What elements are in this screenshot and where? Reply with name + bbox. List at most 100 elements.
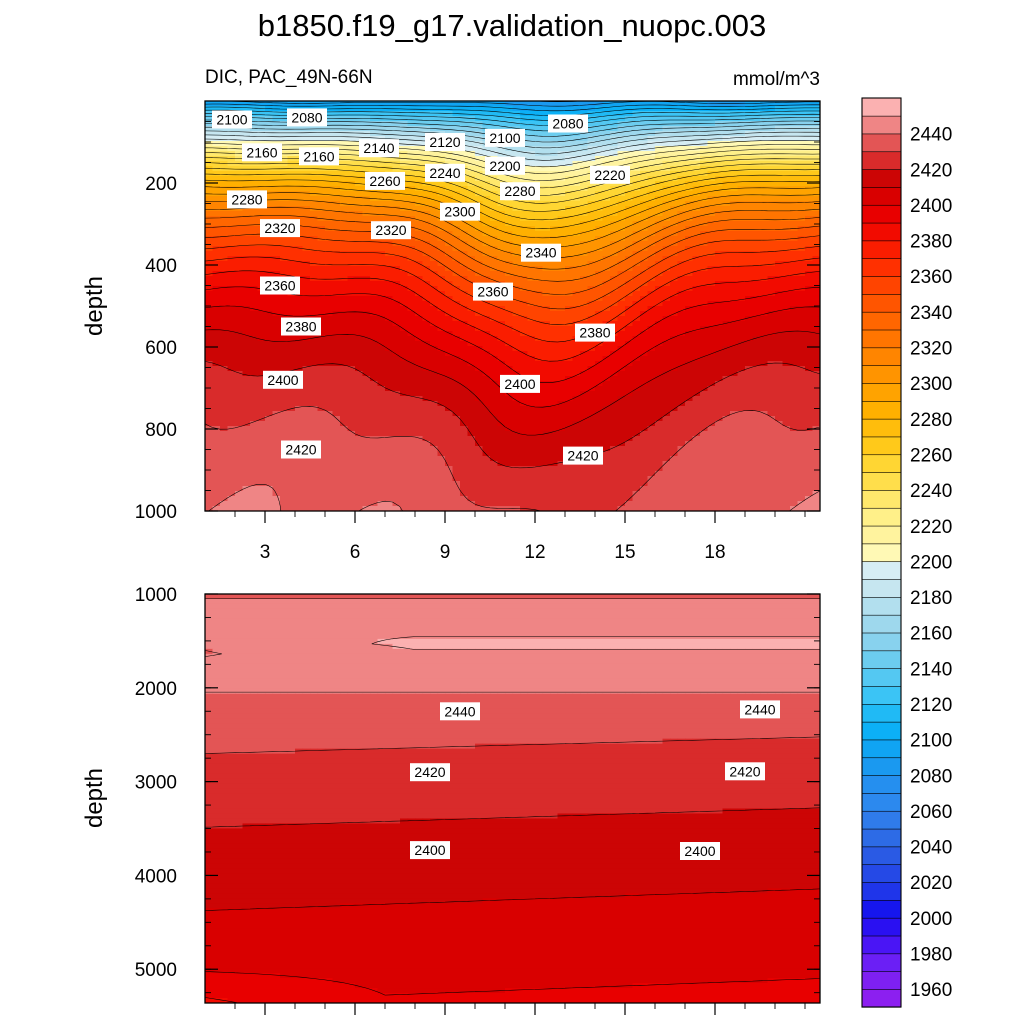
contour-cell: [407, 161, 416, 167]
contour-cell: [400, 391, 409, 397]
contour-cell: [595, 196, 604, 202]
contour-cell: [422, 291, 431, 297]
contour-cell: [610, 361, 619, 367]
contour-cell: [805, 256, 814, 262]
contour-cell: [497, 311, 506, 317]
contour-cell: [535, 236, 544, 242]
contour-cell: [430, 121, 439, 127]
contour-cell: [362, 376, 371, 382]
contour-cell: [370, 191, 379, 197]
contour-cell: [362, 201, 371, 207]
contour-cell: [422, 396, 431, 402]
contour-cell: [287, 146, 296, 152]
contour-cell: [227, 161, 236, 167]
contour-cell: [467, 251, 476, 257]
contour-cell: [362, 246, 371, 252]
contour-cell: [482, 401, 491, 407]
contour-cell: [265, 116, 274, 122]
contour-cell: [295, 181, 304, 187]
contour-cell: [775, 366, 784, 372]
contour-cell: [542, 206, 551, 212]
contour-cell: [385, 351, 394, 357]
contour-cell: [257, 211, 266, 217]
contour-cell: [317, 256, 326, 262]
contour-cell: [610, 366, 619, 372]
contour-cell: [805, 341, 814, 347]
contour-cell: [677, 151, 686, 157]
contour-cell: [587, 291, 596, 297]
contour-cell: [325, 201, 334, 207]
contour-cell: [760, 341, 769, 347]
contour-cell: [797, 266, 806, 272]
contour-cell: [415, 226, 424, 232]
contour-cell: [617, 291, 626, 297]
contour-cell: [782, 351, 791, 357]
contour-cell: [632, 346, 641, 352]
contour-cell: [557, 196, 566, 202]
contour-cell: [790, 231, 799, 237]
contour-cell: [677, 131, 686, 137]
contour-cell: [632, 396, 641, 402]
contour-cell: [595, 341, 604, 347]
contour-cell: [752, 246, 761, 252]
contour-cell: [490, 196, 499, 202]
contour-cell: [692, 236, 701, 242]
contour-cell: [715, 231, 724, 237]
contour-cell: [775, 261, 784, 267]
contour-cell: [340, 316, 349, 322]
contour-cell: [512, 216, 521, 222]
contour-cell: [422, 221, 431, 227]
contour-cell: [250, 171, 259, 177]
contour-cell: [542, 336, 551, 342]
contour-cell: [752, 346, 761, 352]
contour-cell: [595, 116, 604, 122]
contour-cell: [535, 266, 544, 272]
contour-cell: [647, 266, 656, 272]
contour-cell: [685, 316, 694, 322]
contour-cell: [550, 176, 559, 182]
contour-cell: [257, 206, 266, 212]
contour-cell: [272, 216, 281, 222]
contour-cell: [632, 106, 641, 112]
contour-cell: [662, 231, 671, 237]
contour-cell: [452, 241, 461, 247]
contour-cell: [257, 306, 266, 312]
contour-cell: [482, 256, 491, 262]
contour-cell: [355, 316, 364, 322]
contour-cell: [415, 221, 424, 227]
contour-cell: [700, 191, 709, 197]
contour-cell: [790, 106, 799, 112]
contour-cell: [257, 101, 266, 107]
contour-cell: [685, 321, 694, 327]
contour-cell: [715, 121, 724, 127]
contour-cell: [790, 211, 799, 217]
contour-cell: [355, 156, 364, 162]
contour-cell: [572, 216, 581, 222]
contour-cell: [265, 256, 274, 262]
contour-cell: [662, 361, 671, 367]
contour-cell: [482, 316, 491, 322]
contour-cell: [235, 156, 244, 162]
contour-cell: [722, 366, 731, 372]
contour-cell: [670, 296, 679, 302]
contour-cell: [295, 296, 304, 302]
contour-cell: [505, 241, 514, 247]
contour-cell: [445, 121, 454, 127]
contour-cell: [355, 321, 364, 327]
contour-cell: [527, 391, 536, 397]
contour-cell: [632, 326, 641, 332]
contour-cell: [767, 131, 776, 137]
contour-cell: [715, 276, 724, 282]
contour-cell: [655, 346, 664, 352]
contour-cell: [415, 311, 424, 317]
contour-cell: [362, 116, 371, 122]
contour-cell: [797, 356, 806, 362]
contour-cell: [790, 281, 799, 287]
contour-cell: [430, 316, 439, 322]
contour-cell: [797, 281, 806, 287]
contour-cell: [460, 351, 469, 357]
contour-cell: [715, 291, 724, 297]
contour-cell: [505, 236, 514, 242]
contour-cell: [617, 161, 626, 167]
contour-cell: [602, 141, 611, 147]
